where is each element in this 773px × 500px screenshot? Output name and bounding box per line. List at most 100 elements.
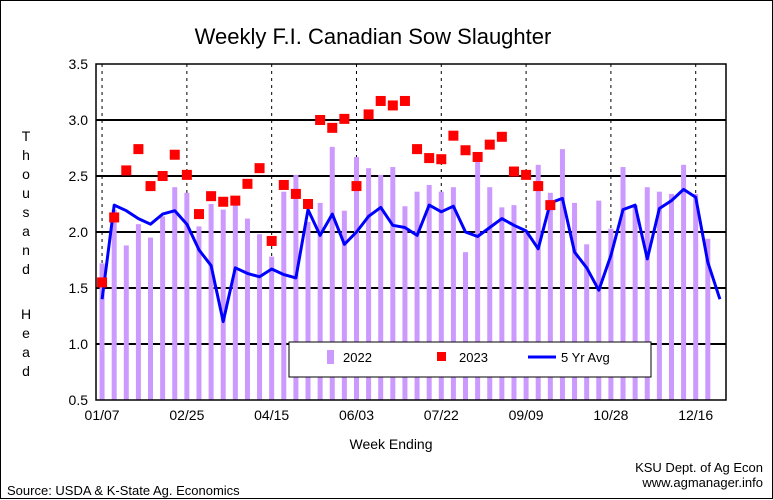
- y-tick-labels: 0.5 1.0 1.5 2.0 2.5 3.0 3.5: [69, 56, 89, 408]
- bar-2022: [390, 167, 396, 400]
- x-tick-label: 06/03: [339, 407, 374, 423]
- x-tick-label: 02/25: [169, 407, 204, 423]
- y-axis-label-char: d: [22, 363, 30, 379]
- y-axis-label-char: a: [22, 223, 30, 239]
- bar-2022: [366, 168, 372, 400]
- marker-2023: [97, 277, 108, 288]
- y-axis-label-char: s: [23, 204, 30, 220]
- x-tick-label: 04/15: [254, 407, 289, 423]
- marker-2023: [424, 153, 435, 164]
- plot-border: [95, 63, 727, 401]
- y-axis-label-char: h: [22, 147, 30, 163]
- y-axis-label-char: d: [22, 261, 30, 277]
- legend-label-2023: 2023: [459, 350, 488, 365]
- y-tick-label: 3.5: [69, 56, 89, 72]
- bar-2022: [705, 238, 711, 400]
- bar-2022: [123, 245, 129, 400]
- bar-2022: [196, 226, 202, 400]
- marker-2023: [521, 169, 532, 180]
- bar-2022: [281, 191, 287, 400]
- line-5yr-avg-path: [100, 187, 722, 324]
- bar-2022: [111, 209, 117, 400]
- marker-2023: [181, 169, 192, 180]
- bar-2022: [208, 204, 214, 400]
- bar-2022: [172, 187, 178, 400]
- bar-2022: [99, 263, 105, 400]
- y-tick-label: 2.5: [69, 168, 89, 184]
- legend-swatch-2022: [327, 350, 334, 364]
- marker-2023: [315, 115, 326, 125]
- bar-2022: [681, 164, 687, 400]
- y-tick-label: 1.0: [69, 336, 89, 352]
- marker-2023: [339, 113, 350, 124]
- legend-label-5yr-avg: 5 Yr Avg: [561, 350, 610, 365]
- marker-2023: [133, 144, 144, 155]
- bar-2022: [341, 210, 347, 400]
- bar-2022: [572, 202, 578, 400]
- marker-2023: [254, 163, 265, 174]
- marker-2023: [375, 95, 386, 106]
- marker-2023: [496, 131, 507, 142]
- marker-2023: [157, 171, 168, 181]
- marker-2023: [508, 166, 519, 177]
- legend-swatch-2023: [437, 352, 446, 361]
- bar-2022: [317, 202, 323, 400]
- marker-2023: [278, 179, 289, 190]
- bar-2022: [160, 216, 166, 400]
- marker-2023: [484, 139, 495, 150]
- marker-2023: [109, 212, 120, 223]
- bar-2022: [584, 244, 590, 400]
- bar-2022: [244, 218, 250, 400]
- bar-2022: [535, 164, 541, 400]
- credit-line-2: www.agmanager.info: [641, 475, 763, 490]
- marker-2023: [230, 195, 241, 206]
- bar-2022: [184, 192, 190, 400]
- marker-2023: [412, 144, 423, 155]
- x-tick-labels: 01/07 02/25 04/15 06/03 07/22 09/09 10/28 12/16: [85, 407, 714, 423]
- y-axis-label-char: u: [22, 185, 30, 201]
- marker-2023: [290, 188, 301, 199]
- x-axis-label: Week Ending: [349, 436, 432, 452]
- legend-box: [288, 341, 652, 378]
- marker-2023: [169, 149, 180, 160]
- bar-2022: [414, 191, 420, 400]
- bar-2022: [656, 191, 662, 400]
- marker-2023: [472, 151, 483, 162]
- marker-2023: [387, 100, 398, 111]
- credit-line-1: KSU Dept. of Ag Econ: [635, 460, 763, 475]
- legend: 2022 2023 5 Yr Avg: [288, 341, 652, 378]
- bar-2022: [523, 232, 529, 400]
- bar-2022: [450, 187, 456, 400]
- marker-2023: [545, 200, 556, 211]
- bar-2022: [547, 192, 553, 400]
- bar-2022: [232, 196, 238, 400]
- bar-2022: [608, 228, 614, 400]
- y-axis-label-char: T: [22, 128, 31, 144]
- bar-2022: [693, 193, 699, 400]
- markers-2023: [97, 95, 556, 288]
- bar-2022: [353, 156, 359, 400]
- marker-2023: [121, 165, 132, 176]
- y-axis-label-char: a: [22, 344, 30, 360]
- chart-title: Weekly F.I. Canadian Sow Slaughter: [195, 24, 552, 49]
- bar-2022: [329, 146, 335, 400]
- y-axis-label-char: H: [21, 306, 31, 322]
- y-axis-label-char: e: [22, 325, 30, 341]
- bar-2022: [559, 149, 565, 400]
- bar-2022: [305, 221, 311, 400]
- bar-2022: [644, 187, 650, 400]
- marker-2023: [266, 235, 277, 246]
- bar-2022: [220, 209, 226, 400]
- bar-2022: [293, 174, 299, 400]
- y-axis-label-char: o: [22, 166, 30, 182]
- y-tick-label: 3.0: [69, 112, 89, 128]
- x-tick-label: 07/22: [424, 407, 459, 423]
- bar-2022: [269, 256, 275, 400]
- bar-2022: [499, 207, 505, 400]
- bar-2022: [148, 237, 154, 400]
- source-note: Source: USDA & K-State Ag. Economics: [7, 483, 240, 498]
- marker-2023: [399, 95, 410, 106]
- bar-2022: [135, 224, 141, 400]
